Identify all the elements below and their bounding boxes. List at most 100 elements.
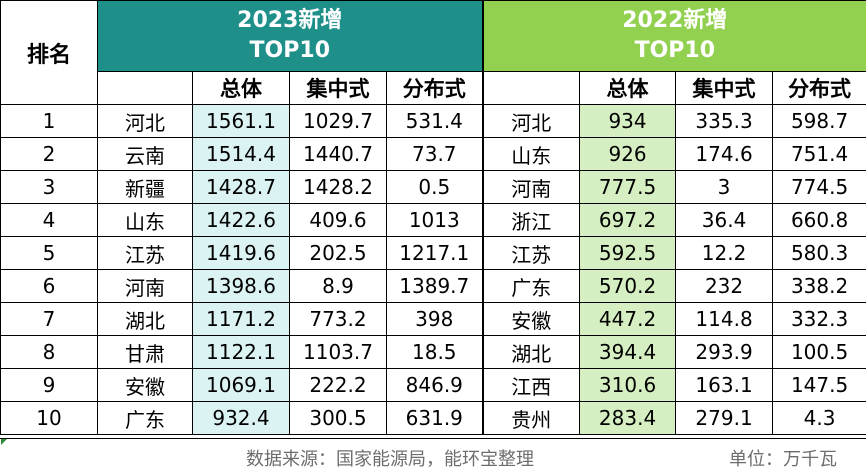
centralized-2023-cell: 300.5 [290,402,387,435]
total-2023-cell: 1561.1 [193,105,290,138]
total-2023-cell: 1422.6 [193,204,290,237]
rank-cell: 5 [1,237,98,270]
province-2023-cell: 安徽 [98,369,193,402]
province-2022-cell: 江苏 [483,237,580,270]
centralized-2022-cell: 3 [676,171,773,204]
total-2022-cell: 934 [580,105,676,138]
rank-cell: 4 [1,204,98,237]
centralized-2023-cell: 8.9 [290,270,387,303]
province-2022-cell: 湖北 [483,336,580,369]
centralized-2023-cell: 202.5 [290,237,387,270]
centralized-2022-cell: 114.8 [676,303,773,336]
rank-cell: 9 [1,369,98,402]
province-2023-cell: 云南 [98,138,193,171]
header-2022-total: 总体 [580,72,676,105]
centralized-2023-cell: 1440.7 [290,138,387,171]
centralized-2023-cell: 222.2 [290,369,387,402]
total-2022-cell: 926 [580,138,676,171]
distributed-2022-cell: 598.7 [773,105,866,138]
province-2022-cell: 山东 [483,138,580,171]
distributed-2022-cell: 338.2 [773,270,866,303]
province-pv-additions-table: 排名 2023新增 TOP10 2022新增 TOP10 总体 集中式 分布式 … [0,0,866,435]
distributed-2022-cell: 4.3 [773,402,866,435]
total-2023-cell: 1122.1 [193,336,290,369]
total-2022-cell: 310.6 [580,369,676,402]
total-2022-cell: 570.2 [580,270,676,303]
header-2023-centralized: 集中式 [290,72,387,105]
province-2022-cell: 贵州 [483,402,580,435]
centralized-2022-cell: 232 [676,270,773,303]
unit-note: 单位：万千瓦 [729,445,837,471]
corner-marker-icon [1,439,7,445]
centralized-2023-cell: 1103.7 [290,336,387,369]
header-2022-distributed: 分布式 [773,72,866,105]
header-2023-total: 总体 [193,72,290,105]
province-2023-cell: 湖北 [98,303,193,336]
province-2022-cell: 广东 [483,270,580,303]
distributed-2022-cell: 332.3 [773,303,866,336]
province-2022-cell: 安徽 [483,303,580,336]
centralized-2023-cell: 1029.7 [290,105,387,138]
header-2023-distributed: 分布式 [387,72,483,105]
centralized-2023-cell: 1428.2 [290,171,387,204]
total-2022-cell: 447.2 [580,303,676,336]
header-2022-province [483,72,580,105]
province-2022-cell: 河北 [483,105,580,138]
distributed-2023-cell: 846.9 [387,369,483,402]
total-2022-cell: 394.4 [580,336,676,369]
distributed-2023-cell: 0.5 [387,171,483,204]
distributed-2022-cell: 751.4 [773,138,866,171]
total-2023-cell: 1398.6 [193,270,290,303]
province-2023-cell: 河南 [98,270,193,303]
band-2022-title: 2022新增 [484,6,866,36]
rank-cell: 8 [1,336,98,369]
centralized-2023-cell: 409.6 [290,204,387,237]
rank-cell: 7 [1,303,98,336]
data-source-note: 数据来源：国家能源局，能环宝整理 [246,445,534,471]
footer-bar: 数据来源：国家能源局，能环宝整理 单位：万千瓦 [0,438,866,473]
province-2023-cell: 新疆 [98,171,193,204]
province-2023-cell: 广东 [98,402,193,435]
distributed-2023-cell: 1389.7 [387,270,483,303]
centralized-2022-cell: 12.2 [676,237,773,270]
centralized-2022-cell: 335.3 [676,105,773,138]
centralized-2022-cell: 279.1 [676,402,773,435]
total-2023-cell: 1171.2 [193,303,290,336]
distributed-2022-cell: 580.3 [773,237,866,270]
header-2023-province [98,72,193,105]
total-2022-cell: 697.2 [580,204,676,237]
province-2023-cell: 甘肃 [98,336,193,369]
province-2022-cell: 河南 [483,171,580,204]
province-2023-cell: 河北 [98,105,193,138]
centralized-2022-cell: 163.1 [676,369,773,402]
centralized-2022-cell: 36.4 [676,204,773,237]
distributed-2023-cell: 73.7 [387,138,483,171]
distributed-2023-cell: 1013 [387,204,483,237]
province-2022-cell: 浙江 [483,204,580,237]
distributed-2023-cell: 398 [387,303,483,336]
distributed-2023-cell: 631.9 [387,402,483,435]
band-2022-header: 2022新增 TOP10 [483,1,866,72]
distributed-2023-cell: 1217.1 [387,237,483,270]
rank-cell: 3 [1,171,98,204]
total-2023-cell: 932.4 [193,402,290,435]
total-2022-cell: 592.5 [580,237,676,270]
total-2023-cell: 1419.6 [193,237,290,270]
rank-header: 排名 [1,1,98,105]
band-2022-subtitle: TOP10 [484,36,866,66]
total-2022-cell: 777.5 [580,171,676,204]
centralized-2022-cell: 174.6 [676,138,773,171]
distributed-2022-cell: 660.8 [773,204,866,237]
header-2022-centralized: 集中式 [676,72,773,105]
